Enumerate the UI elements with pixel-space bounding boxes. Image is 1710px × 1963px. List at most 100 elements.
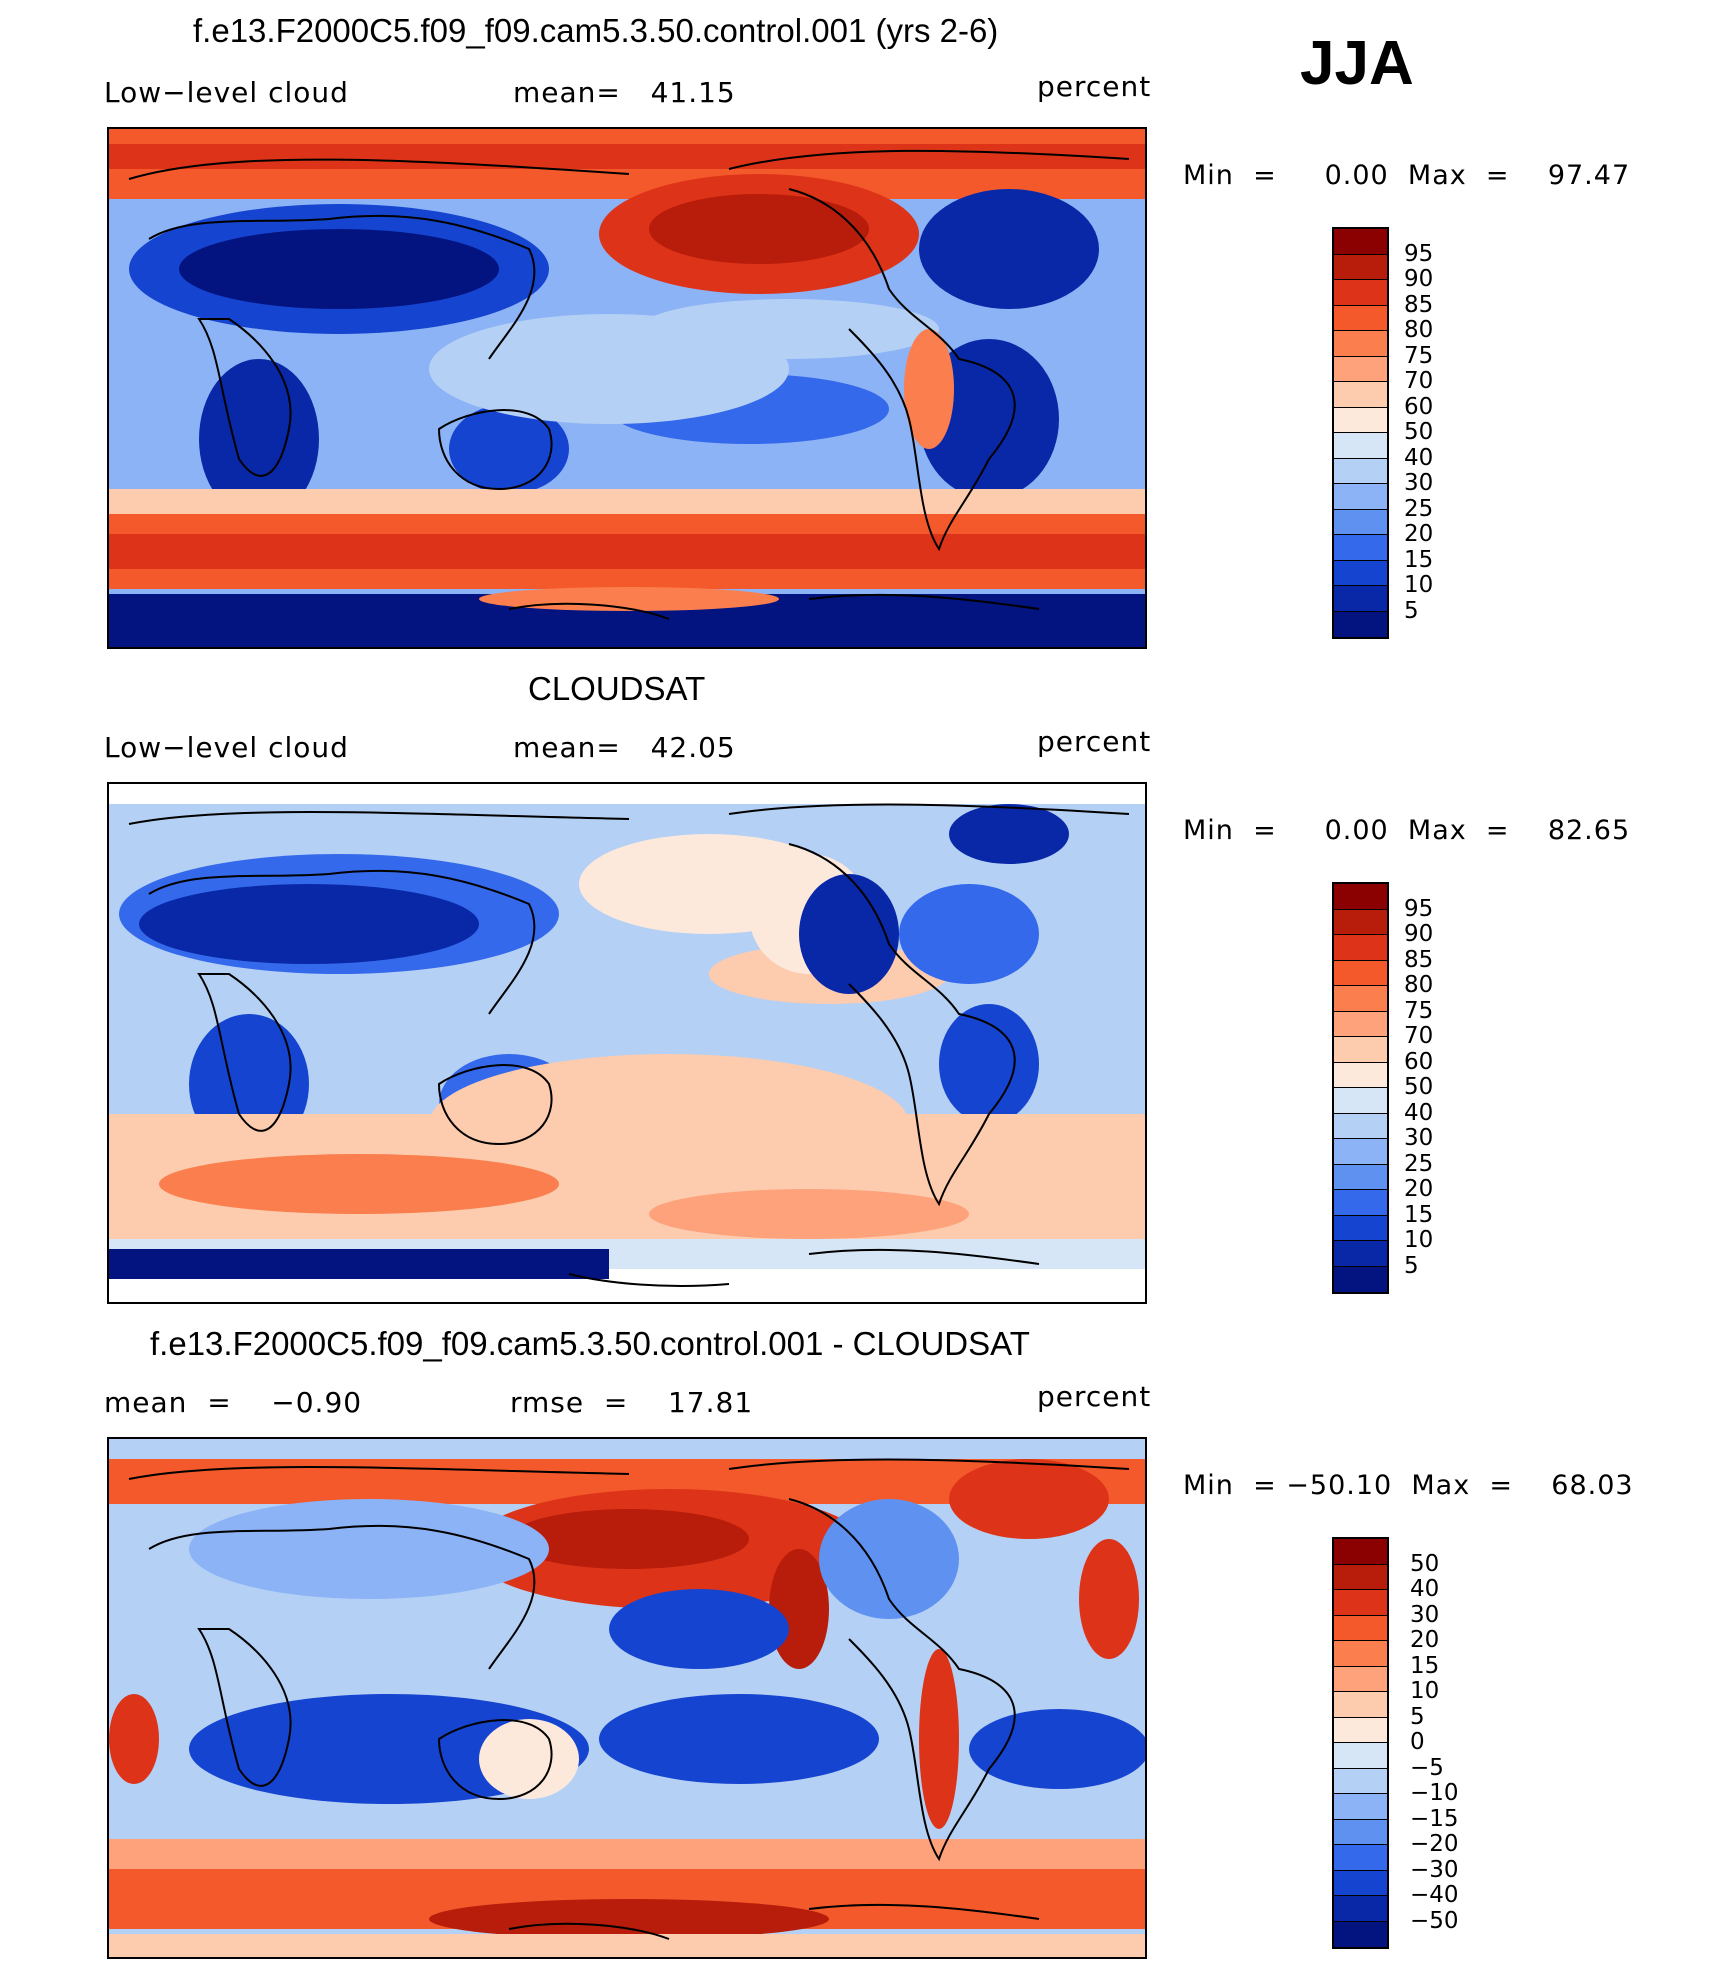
colorbar-segment [1334, 1615, 1387, 1641]
colorbar-segment [1334, 1921, 1387, 1947]
colorbar-segment [1334, 433, 1387, 459]
colorbar-segment [1334, 1692, 1387, 1718]
colorbar-tick-label: 25 [1404, 495, 1434, 522]
colorbar-segment [1334, 909, 1387, 935]
colorbar-segment [1334, 509, 1387, 535]
colorbar-tick-label: 75 [1404, 997, 1434, 1024]
panel-1-colorbar: 95 90 85 80 75 70 60 50 40 30 25 20 15 10 5 [1332, 227, 1433, 639]
colorbar-segment [1334, 305, 1387, 331]
colorbar-tick-label: 10 [1410, 1678, 1440, 1704]
colorbar-segment [1334, 1717, 1387, 1743]
colorbar-tick-label: 5 [1410, 1703, 1425, 1730]
colorbar-segment [1334, 382, 1387, 408]
colorbar-segment [1334, 1768, 1387, 1794]
panel-3-map [107, 1437, 1147, 1959]
colorbar-tick-label: 10 [1404, 572, 1434, 598]
panel-1-minmax: Min = 0.00 Max = 97.47 [1183, 160, 1631, 191]
colorbar-tick-label: 0 [1410, 1729, 1425, 1755]
colorbar-tick-label: 10 [1404, 1227, 1434, 1253]
season-label: JJA [1300, 29, 1414, 98]
colorbar-tick-label: 20 [1404, 521, 1434, 547]
colorbar-segment [1334, 586, 1387, 612]
colorbar-segment [1334, 280, 1387, 306]
panel-1-variable-label: Low−level cloud [104, 76, 349, 109]
colorbar-segment [1334, 1011, 1387, 1037]
colorbar-segment [1334, 1666, 1387, 1692]
colorbar-tick-label: 95 [1404, 895, 1434, 922]
colorbar-tick-label: 60 [1404, 1048, 1434, 1075]
panel-3-minmax: Min = −50.10 Max = 68.03 [1183, 1470, 1634, 1501]
colorbar-box [1332, 1537, 1389, 1949]
colorbar-segment [1334, 1896, 1387, 1922]
colorbar-segment [1334, 1845, 1387, 1871]
colorbar-tick-label: 40 [1404, 1099, 1434, 1126]
panel-1-units-label: percent [1037, 70, 1152, 103]
colorbar-segment [1334, 1743, 1387, 1769]
panel-3-rmse-label: rmse = 17.81 [510, 1386, 754, 1419]
colorbar-segment [1334, 1062, 1387, 1088]
colorbar-tick-label: 50 [1404, 419, 1434, 445]
colorbar-segment [1334, 535, 1387, 561]
panel-3-units-label: percent [1037, 1380, 1152, 1413]
colorbar-tick-label: −15 [1410, 1805, 1459, 1832]
colorbar-segment [1334, 884, 1387, 910]
colorbar-tick-label: 85 [1404, 946, 1434, 973]
colorbar-segment [1334, 1164, 1387, 1190]
colorbar-tick-label: 25 [1404, 1150, 1434, 1177]
colorbar-tick-label: 80 [1404, 972, 1434, 998]
colorbar-segment [1334, 1113, 1387, 1139]
colorbar-tick-label: 80 [1404, 317, 1434, 343]
colorbar-box [1332, 227, 1389, 639]
colorbar-segment [1334, 331, 1387, 357]
colorbar-tick-label: 5 [1404, 597, 1419, 624]
colorbar-tick-label: 50 [1410, 1550, 1440, 1577]
panel-2-colorbar: 95 90 85 80 75 70 60 50 40 30 25 20 15 10 5 [1332, 882, 1433, 1294]
colorbar-segment [1334, 1037, 1387, 1063]
colorbar-segment [1334, 1590, 1387, 1616]
colorbar-tick-label: 15 [1404, 546, 1434, 573]
colorbar-segment [1334, 1215, 1387, 1241]
colorbar-segment [1334, 986, 1387, 1012]
panel-2-mean-label: mean= 42.05 [513, 731, 736, 764]
colorbar-box [1332, 882, 1389, 1294]
panel-3-title: f.e13.F2000C5.f09_f09.cam5.3.50.control.… [150, 1325, 1030, 1362]
colorbar-segment [1334, 484, 1387, 510]
colorbar-segment [1334, 458, 1387, 484]
colorbar-tick-label: 70 [1404, 368, 1434, 394]
colorbar-tick-label: 60 [1404, 393, 1434, 420]
panel-2-title: CLOUDSAT [528, 670, 706, 707]
colorbar-tick-label: 95 [1404, 240, 1434, 267]
colorbar-segment [1334, 1241, 1387, 1267]
panel-2-variable-label: Low−level cloud [104, 731, 349, 764]
colorbar-segment [1334, 356, 1387, 382]
panel-1-mean-label: mean= 41.15 [513, 76, 736, 109]
colorbar-tick-label: 15 [1404, 1201, 1434, 1228]
colorbar-segment [1334, 1539, 1387, 1565]
panel-2-minmax: Min = 0.00 Max = 82.65 [1183, 815, 1631, 846]
colorbar-segment [1334, 1564, 1387, 1590]
colorbar-tick-label: 40 [1404, 444, 1434, 471]
colorbar-segment [1334, 254, 1387, 280]
colorbar-tick-label: 30 [1404, 470, 1434, 496]
colorbar-tick-label: 20 [1410, 1627, 1440, 1653]
colorbar-segment [1334, 611, 1387, 637]
colorbar-tick-label: 85 [1404, 291, 1434, 318]
colorbar-tick-label: −40 [1410, 1882, 1459, 1908]
panel-3-mean-label: mean = −0.90 [104, 1386, 363, 1419]
colorbar-segment [1334, 935, 1387, 961]
colorbar-segment [1334, 1139, 1387, 1165]
colorbar-tick-label: 50 [1404, 1074, 1434, 1100]
colorbar-segment [1334, 560, 1387, 586]
colorbar-segment [1334, 1819, 1387, 1845]
colorbar-tick-label: 20 [1404, 1176, 1434, 1202]
colorbar-tick-label: 5 [1404, 1252, 1419, 1279]
colorbar-segment [1334, 1266, 1387, 1292]
colorbar-tick-label: 30 [1404, 1125, 1434, 1151]
colorbar-tick-label: −50 [1410, 1907, 1459, 1934]
colorbar-tick-label: −20 [1410, 1831, 1459, 1857]
panel-2-units-label: percent [1037, 725, 1152, 758]
colorbar-tick-label: 90 [1404, 921, 1434, 947]
colorbar-segment [1334, 960, 1387, 986]
colorbar-segment [1334, 1870, 1387, 1896]
colorbar-tick-label: −30 [1410, 1856, 1459, 1883]
